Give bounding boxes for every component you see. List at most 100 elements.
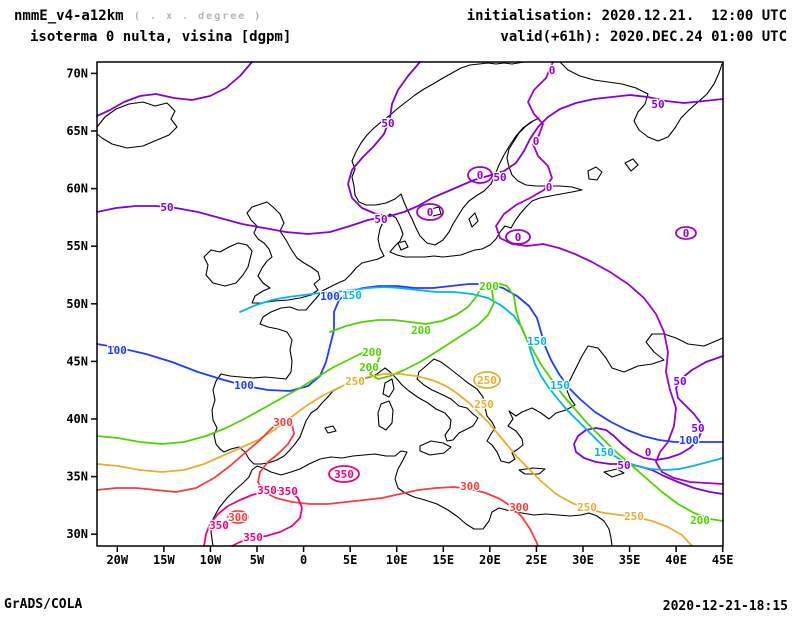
contour-label-250: 250 [477,374,497,387]
contour-label-0: 0 [515,231,522,244]
contour-label-100: 100 [107,344,127,357]
lon-tick-label: 10E [386,553,408,567]
lat-tick-label: 40N [66,412,88,426]
contour-label-0: 0 [683,227,690,240]
creation-timestamp: 2020-12-21-18:15 [662,599,788,614]
contours [96,61,724,547]
contour-label-50: 50 [381,117,394,130]
contour-200-main [96,282,724,522]
contour-label-150: 150 [342,289,362,302]
coastline-kola-whitesea [559,61,723,142]
contour-100-main [96,283,724,443]
lon-tick-label: 30E [572,553,594,567]
contour-label-200: 200 [479,280,499,293]
contour-label-350: 350 [334,468,354,481]
contour-label-100: 100 [679,434,699,447]
contour-250-loop [473,371,501,389]
lon-tick-label: 10W [200,553,222,567]
contour-label-350: 350 [209,519,229,532]
contour-200-alps [329,287,482,333]
contour-label-0: 0 [427,206,434,219]
contour-label-200: 200 [359,361,379,374]
lon-tick-label: 35E [619,553,641,567]
lon-tick-label: 15W [153,553,175,567]
contour-label-50: 50 [374,213,387,226]
contour-300-loop [227,510,249,524]
lon-tick-label: 25E [526,553,548,567]
contour-label-350: 350 [257,484,277,497]
lon-tick-label: 5W [250,553,265,567]
coastline-eurasia [211,61,724,465]
contour-label-100: 100 [320,290,340,303]
grid-note: ( . x . degree ) [134,11,263,22]
coastlines [96,61,724,547]
lat-tick-label: 45N [66,354,88,368]
contour-350-main [203,489,303,547]
coastline-britain [246,201,321,304]
contour-label-300: 300 [509,501,529,514]
lon-tick-label: 5E [343,553,357,567]
map-frame [96,61,724,547]
lon-tick-label: 0 [300,553,307,567]
contour-label-250: 250 [624,510,644,523]
contour-0-main [495,61,724,485]
coastline-ireland [203,242,253,287]
contour-label-0: 0 [645,446,652,459]
contour-label-250: 250 [345,375,365,388]
grads-credit: GrADS/COLA [4,597,83,612]
contour-label-200: 200 [411,324,431,337]
contour-label-150: 150 [594,446,614,459]
contour-label-200: 200 [362,346,382,359]
contour-50-iceland [96,61,253,117]
lon-tick-label: 15E [432,553,454,567]
lon-tick-label: 20E [479,553,501,567]
contour-label-50: 50 [651,98,664,111]
contour-label-300: 300 [273,416,293,429]
contour-label-50: 50 [160,201,173,214]
plot-subtitle: isoterma 0 nulta, visina [dgpm] [30,29,292,45]
coastline-iceland [96,101,178,149]
contour-label-50: 50 [673,375,686,388]
contour-50-atlantic [96,205,391,235]
lat-tick-label: 60N [66,182,88,196]
coastline-islands-lakes [324,158,639,478]
model-title: nmmE_v4-a12km [14,8,124,24]
contour-label-0: 0 [533,135,540,148]
contour-label-50: 50 [493,171,506,184]
contour-label-250: 250 [474,398,494,411]
contour-label-150: 150 [550,379,570,392]
contour-0-loops [416,166,697,245]
lon-tick-label: 40E [665,553,687,567]
lon-tick-label: 20W [106,553,128,567]
contour-label-300: 300 [228,511,248,524]
init-time-label: initialisation: 2020.12.21. 12:00 UTC [466,8,787,24]
contour-350-loop [328,465,360,483]
contour-label-200: 200 [690,514,710,527]
lat-tick-label: 30N [66,527,88,541]
lon-tick-label: 45E [712,553,734,567]
contour-label-300: 300 [460,480,480,493]
lat-tick-label: 50N [66,297,88,311]
contour-label-0: 0 [546,181,553,194]
contour-label-0: 0 [477,169,484,182]
lat-tick-label: 55N [66,239,88,253]
coastline-africa [210,450,613,547]
contour-label-50: 50 [617,459,630,472]
contour-label-0: 0 [549,64,556,77]
contour-label-350: 350 [243,531,263,544]
contour-label-100: 100 [234,379,254,392]
lat-tick-label: 35N [66,470,88,484]
lat-tick-label: 70N [66,66,88,80]
contour-label-250: 250 [577,501,597,514]
contour-50-norway [347,61,724,217]
contour-label-50: 50 [691,422,704,435]
lat-tick-label: 65N [66,124,88,138]
valid-time-label: valid(+61h): 2020.DEC.24 01:00 UTC [500,29,787,45]
contour-label-350: 350 [278,485,298,498]
contour-250-main [96,373,693,547]
contour-label-150: 150 [527,335,547,348]
